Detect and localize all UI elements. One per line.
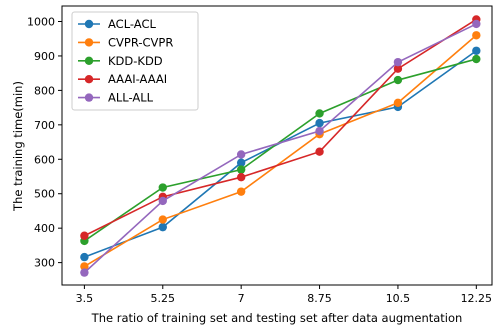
y-tick-label: 1000 xyxy=(27,16,55,29)
x-axis-label: The ratio of training set and testing se… xyxy=(91,311,463,325)
legend-item-all-all: ALL-ALL xyxy=(78,91,154,105)
legend-label: KDD-KDD xyxy=(108,54,163,68)
data-point-all-all xyxy=(472,19,481,29)
y-tick-label: 700 xyxy=(34,119,55,132)
data-point-all-all xyxy=(158,196,167,206)
series-kdd-kdd xyxy=(80,54,481,246)
legend-label: ACL-ACL xyxy=(108,17,156,31)
data-point-acl-acl xyxy=(472,46,481,55)
data-point-acl-acl xyxy=(236,158,246,167)
y-tick-label: 600 xyxy=(34,153,55,166)
data-point-kdd-kdd xyxy=(393,75,403,85)
data-point-cvpr-cvpr xyxy=(393,98,403,107)
series-line-aaai-aaai xyxy=(84,18,477,237)
x-tick-label: 12.25 xyxy=(461,292,493,305)
data-point-cvpr-cvpr xyxy=(80,262,89,271)
x-tick-label: 7 xyxy=(238,292,245,305)
legend-swatch-marker xyxy=(84,38,94,47)
data-point-kdd-kdd xyxy=(472,54,481,64)
data-point-cvpr-cvpr xyxy=(472,31,481,40)
x-axis: 3.5 5.25 7 8.75 10.5 12.25 xyxy=(76,285,492,305)
data-point-kdd-kdd xyxy=(315,109,324,118)
legend-item-acl-acl: ACL-ACL xyxy=(78,17,156,31)
legend-swatch-marker xyxy=(84,75,94,84)
data-point-acl-acl xyxy=(80,252,89,262)
data-point-cvpr-cvpr xyxy=(158,215,167,224)
y-tick-label: 400 xyxy=(34,222,55,235)
data-point-aaai-aaai xyxy=(315,147,324,156)
y-tick-label: 800 xyxy=(34,84,55,97)
legend-box xyxy=(71,11,199,111)
y-tick-label: 500 xyxy=(34,188,55,201)
data-point-all-all xyxy=(393,57,403,67)
legend-swatch-marker xyxy=(84,93,94,102)
legend-swatch-marker xyxy=(84,19,94,29)
legend-item-aaai-aaai: AAAI-AAAI xyxy=(78,72,167,86)
series-all-all xyxy=(80,19,481,277)
data-point-aaai-aaai xyxy=(80,231,89,240)
series-aaai-aaai xyxy=(80,15,481,240)
legend: ACL-ACL CVPR-CVPR KDD-KDD AAAI-AAAI ALL-ALL xyxy=(71,11,199,111)
plot-frame xyxy=(61,5,493,286)
data-point-all-all xyxy=(315,126,324,136)
legend-label: AAAI-AAAI xyxy=(108,72,167,86)
x-tick-label: 5.25 xyxy=(151,292,176,305)
series-line-all-all xyxy=(83,23,477,274)
y-tick-label: 900 xyxy=(34,50,55,63)
series-line-cvpr-cvpr xyxy=(83,34,477,268)
data-point-acl-acl xyxy=(315,118,324,128)
y-axis: 300 400 500 600 700 800 900 1000 xyxy=(27,16,62,270)
series-line-kdd-kdd xyxy=(83,58,477,242)
data-point-acl-acl xyxy=(158,222,167,232)
x-tick-label: 10.5 xyxy=(386,292,411,305)
data-point-all-all xyxy=(236,150,246,159)
legend-item-cvpr-cvpr: CVPR-CVPR xyxy=(78,35,173,49)
legend-swatch-marker xyxy=(84,56,94,65)
data-point-aaai-aaai xyxy=(236,172,246,182)
legend-label: ALL-ALL xyxy=(108,91,154,105)
legend-label: CVPR-CVPR xyxy=(108,35,173,49)
x-tick-label: 8.75 xyxy=(307,292,332,305)
data-point-all-all xyxy=(80,268,89,277)
data-point-aaai-aaai xyxy=(393,64,403,73)
y-axis-label: The training time(min) xyxy=(11,81,25,212)
y-tick-label: 300 xyxy=(34,257,55,270)
data-point-kdd-kdd xyxy=(158,183,167,192)
series-layer xyxy=(80,15,481,277)
data-point-kdd-kdd xyxy=(236,165,246,174)
data-point-cvpr-cvpr xyxy=(236,187,246,196)
x-tick-label: 3.5 xyxy=(76,292,94,305)
legend-item-kdd-kdd: KDD-KDD xyxy=(78,54,163,68)
